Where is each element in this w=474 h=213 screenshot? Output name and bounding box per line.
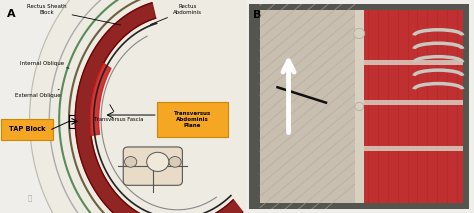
Polygon shape xyxy=(90,63,111,136)
Text: Transversus
Abdominis
Plane: Transversus Abdominis Plane xyxy=(173,111,211,128)
FancyBboxPatch shape xyxy=(156,102,228,137)
Bar xyxy=(355,10,364,203)
Bar xyxy=(361,146,463,151)
FancyBboxPatch shape xyxy=(123,147,182,185)
Circle shape xyxy=(169,157,181,167)
Polygon shape xyxy=(75,3,243,213)
Circle shape xyxy=(354,28,365,39)
Bar xyxy=(260,10,357,203)
Circle shape xyxy=(146,152,169,171)
Text: Internal Oblique: Internal Oblique xyxy=(20,61,69,68)
Bar xyxy=(361,10,463,203)
Circle shape xyxy=(355,102,364,111)
Circle shape xyxy=(125,157,137,167)
Bar xyxy=(361,100,463,105)
Text: B: B xyxy=(253,10,262,20)
FancyBboxPatch shape xyxy=(1,119,53,140)
Text: Transversus Fascia: Transversus Fascia xyxy=(94,105,143,122)
Text: External Oblique: External Oblique xyxy=(15,89,60,98)
Text: A: A xyxy=(8,9,16,19)
Text: Rectus Sheath
Block: Rectus Sheath Block xyxy=(27,4,120,25)
Text: TAP Block: TAP Block xyxy=(9,126,46,132)
Text: 🔧: 🔧 xyxy=(27,195,32,201)
Bar xyxy=(361,60,463,65)
Text: Rectus
Abdominis: Rectus Abdominis xyxy=(150,4,202,24)
Polygon shape xyxy=(29,0,325,213)
